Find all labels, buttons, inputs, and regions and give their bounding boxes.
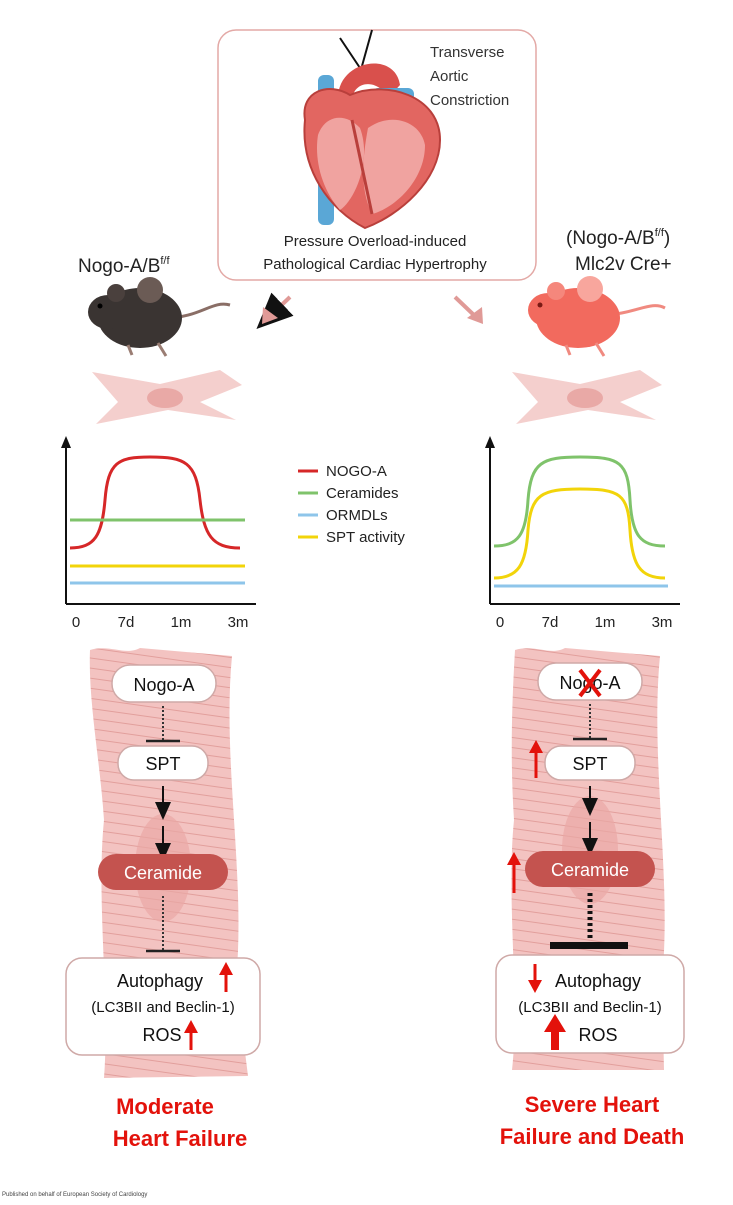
right-genotype-line1: (Nogo-A/Bf/f) bbox=[566, 227, 670, 249]
knockout-x-icon bbox=[578, 668, 602, 698]
left-x-tick: 0 bbox=[72, 614, 80, 631]
left-lc3-label: (LC3BII and Beclin-1) bbox=[91, 999, 234, 1016]
left-autophagy-label: Autophagy bbox=[117, 971, 203, 991]
left-spt-label: SPT bbox=[145, 754, 180, 774]
right-autophagy-box bbox=[495, 954, 685, 1054]
tac-label-line1: Transverse bbox=[430, 44, 504, 61]
right-axes bbox=[489, 440, 680, 605]
tac-caption-line1: Pressure Overload-induced bbox=[284, 233, 467, 250]
tac-label-line2: Aortic bbox=[430, 68, 469, 85]
right-x-tick: 0 bbox=[496, 614, 504, 631]
left-genotype: Nogo-A/Bf/f bbox=[78, 255, 170, 277]
right-curve-ceramides bbox=[493, 455, 666, 548]
right-x-tick: 1m bbox=[595, 614, 616, 631]
chart-left: 0 7d 1m 3m bbox=[61, 436, 256, 631]
right-curve-spt-activity bbox=[493, 487, 666, 580]
heart-icon bbox=[303, 29, 442, 230]
right-outcome-line1: Severe Heart bbox=[525, 1092, 660, 1117]
left-ceramide-box bbox=[98, 854, 228, 890]
left-curve-nogo-a bbox=[69, 455, 241, 550]
left-axes bbox=[65, 440, 256, 605]
right-spt-label: SPT bbox=[572, 754, 607, 774]
right-x-tick: 3m bbox=[652, 614, 673, 631]
legend-label: ORMDLs bbox=[326, 507, 388, 524]
arrow-up-icon bbox=[219, 962, 233, 992]
arrow-up-icon bbox=[507, 852, 521, 893]
arrow-up-bold-icon bbox=[544, 1014, 566, 1050]
footer-credit: Published on behalf of European Society … bbox=[2, 1192, 147, 1198]
legend-label: SPT activity bbox=[326, 529, 405, 546]
legend-label: NOGO-A bbox=[326, 463, 387, 480]
right-ros-label: ROS bbox=[578, 1025, 617, 1045]
left-ceramide-label: Ceramide bbox=[124, 863, 202, 883]
left-y-axis-arrow bbox=[61, 436, 71, 448]
left-nogo-label: Nogo-A bbox=[133, 675, 194, 695]
cardiomyocyte-right bbox=[512, 370, 662, 424]
tac-label-line3: Constriction bbox=[430, 92, 509, 109]
left-x-tick: 1m bbox=[171, 614, 192, 631]
legend: NOGO-A Ceramides ORMDLs SPT activity bbox=[298, 463, 405, 546]
left-autophagy-box bbox=[65, 957, 261, 1056]
right-ceramide-box bbox=[525, 851, 655, 887]
arrow-up-icon bbox=[529, 740, 543, 778]
right-outcome-line2: Failure and Death bbox=[500, 1124, 685, 1149]
left-outcome-line2: Heart Failure bbox=[113, 1126, 248, 1151]
left-ros-label: ROS bbox=[142, 1025, 181, 1045]
arrow-up-icon bbox=[184, 1020, 198, 1050]
tac-caption-line2: Pathological Cardiac Hypertrophy bbox=[263, 256, 487, 273]
left-pathway: Nogo-A SPT Ceramide Autophagy (LC3BII an… bbox=[65, 648, 261, 1078]
mouse-icon-right bbox=[528, 276, 666, 357]
left-outcome-line1: Moderate bbox=[116, 1094, 214, 1119]
cardiomyocyte-left bbox=[92, 370, 242, 424]
right-autophagy-label: Autophagy bbox=[555, 971, 641, 991]
arrow-down-icon bbox=[528, 964, 542, 993]
right-y-axis-arrow bbox=[485, 436, 495, 448]
legend-label: Ceramides bbox=[326, 485, 399, 502]
right-lc3-label: (LC3BII and Beclin-1) bbox=[518, 999, 661, 1016]
tac-box: Transverse Aortic Constriction Pressure … bbox=[217, 29, 537, 281]
left-nogo-box bbox=[111, 664, 217, 703]
left-x-tick: 3m bbox=[228, 614, 249, 631]
left-spt-box bbox=[117, 745, 209, 781]
left-x-tick: 7d bbox=[118, 614, 135, 631]
right-genotype-line2: Mlc2v Cre+ bbox=[575, 254, 672, 275]
right-x-tick: 7d bbox=[542, 614, 559, 631]
right-spt-box bbox=[544, 745, 636, 781]
chart-right: 0 7d 1m 3m bbox=[485, 436, 680, 631]
right-ceramide-label: Ceramide bbox=[551, 860, 629, 880]
right-pathway: Nogo-A SPT Ceramide Autophagy (LC3BII an… bbox=[495, 648, 685, 1070]
mouse-icon-left bbox=[88, 277, 231, 357]
